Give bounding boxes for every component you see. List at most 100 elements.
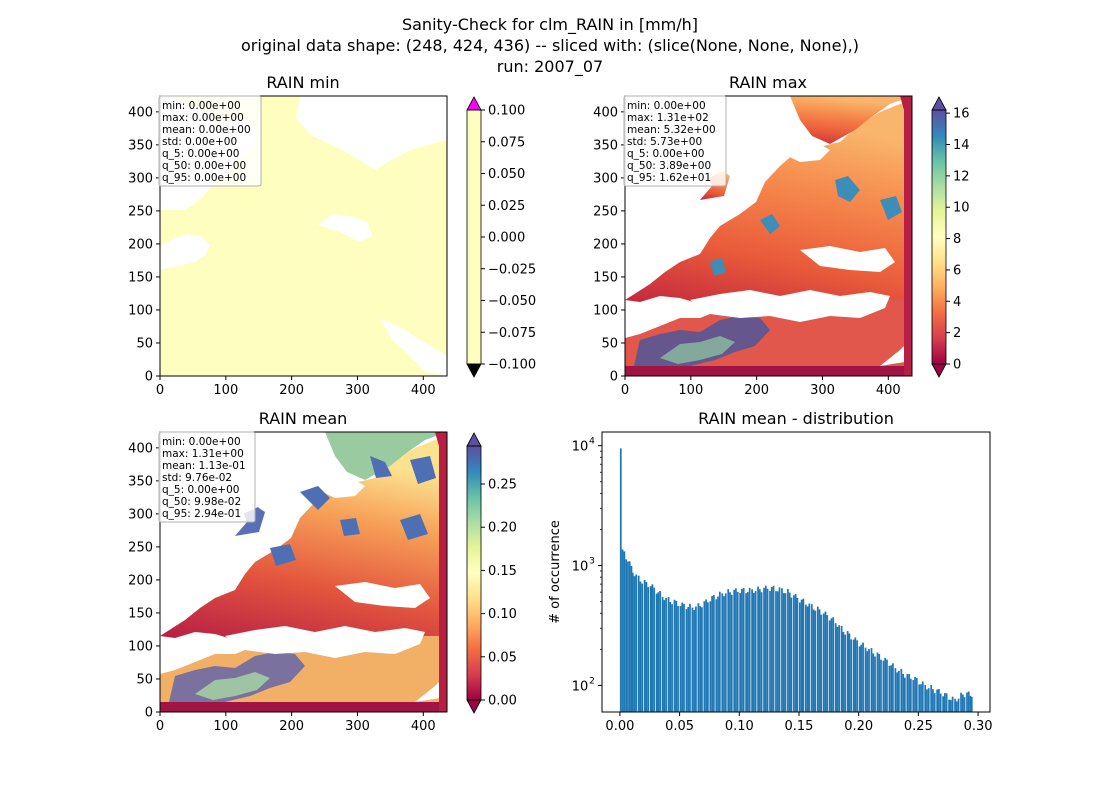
y-tick-label: 250 (593, 204, 618, 219)
histogram-bar (703, 601, 706, 712)
x-tick-label: 0.00 (605, 719, 634, 734)
histogram-bar (894, 668, 897, 712)
histogram-bar (939, 693, 942, 712)
histogram-bar (900, 668, 903, 712)
x-tick-label: 300 (345, 719, 370, 734)
histogram-bar (709, 601, 712, 712)
rain-mean-colorbar-ticks: 0.00 0.05 0.10 0.15 0.20 0.25 (481, 478, 517, 709)
colorbar-tick-label: 0.025 (488, 199, 525, 214)
histogram-bar (635, 574, 638, 712)
x-tick-label: 200 (279, 719, 304, 734)
rain-max-east-strip (900, 96, 912, 376)
rain-mean-scandinavia (295, 432, 447, 480)
colorbar-tick-label: −0.025 (488, 262, 536, 277)
histogram-bar (818, 609, 821, 712)
stats-line: q_50: 0.00e+00 (162, 160, 246, 172)
histogram-bar (647, 587, 650, 712)
y-tick-label: 150 (593, 270, 618, 285)
stats-line: min: 0.00e+00 (162, 100, 241, 112)
histogram-title: RAIN mean - distribution (698, 409, 894, 428)
histogram-bar (909, 678, 912, 712)
histogram-bar (677, 605, 679, 712)
histogram-bar (671, 604, 673, 712)
histogram-bar (784, 593, 787, 712)
histogram-bar (637, 575, 640, 712)
histogram-bar (693, 609, 696, 712)
histogram-bar (846, 631, 849, 712)
histogram-bar (812, 609, 815, 712)
colorbar-tick-label: 0.050 (488, 167, 525, 182)
stats-line: q_5: 0.00e+00 (162, 148, 239, 160)
y-tick-label: 200 (128, 237, 153, 252)
colorbar-tick-label: 0 (953, 358, 961, 373)
y-tick-label: 400 (128, 105, 153, 120)
stats-line: std: 9.76e-02 (162, 472, 232, 484)
histogram-bar (655, 593, 658, 712)
histogram-bar (724, 593, 727, 712)
rain-max-scandinavia (760, 96, 912, 144)
x-tick-label: 0.30 (964, 719, 993, 734)
x-tick-label: 400 (411, 383, 436, 398)
histogram-bar (685, 609, 688, 712)
histogram-bar (938, 689, 940, 712)
histogram-bar (695, 606, 697, 712)
histogram-bar (712, 595, 715, 712)
histogram-bar (649, 586, 652, 712)
histogram-bar (736, 591, 739, 712)
y-tick-label: 100 (128, 303, 153, 318)
panel-rain-max: RAIN max 0 100 200 300 400 05010015020025030… (593, 73, 969, 398)
panel-rain-mean: RAIN mean 0 100 200 300 400 0 50 100 150 200 250 3… (128, 409, 517, 734)
histogram-bar (824, 611, 827, 712)
histogram-bar (969, 695, 972, 712)
histogram-bar (687, 607, 690, 712)
histogram-bar (717, 596, 719, 712)
y-tick-label: 0 (145, 370, 153, 385)
histogram-bar (723, 596, 725, 712)
histogram-bar (814, 610, 817, 712)
histogram-bar (926, 689, 928, 712)
x-tick-label: 0 (156, 719, 164, 734)
y-tick-label: 250 (128, 540, 153, 555)
histogram-bar (754, 591, 757, 712)
y-tick-label: 10 (572, 679, 589, 694)
colorbar-tick-label: 0.25 (488, 478, 517, 493)
rain-mean-south-strip (160, 702, 447, 712)
histogram-bar (902, 673, 904, 712)
stats-line: q_95: 0.00e+00 (162, 172, 246, 184)
colorbar-tick-label: 0.10 (488, 607, 517, 622)
colorbar-tick-label: 4 (953, 295, 961, 310)
histogram-bar (834, 623, 837, 712)
stats-box-bg (623, 95, 727, 187)
histogram-x-axis: 0.00 0.05 0.10 0.15 0.20 0.25 0.30 (605, 712, 993, 734)
histogram-bar (699, 606, 702, 712)
y-tick-label: 50 (136, 672, 153, 687)
panel-rain-min-colorbar: −0.100 −0.075 −0.050 −0.025 0.000 0.025 0.050 0… (466, 96, 536, 378)
histogram-bar (796, 598, 799, 712)
histogram-bar (914, 677, 916, 712)
histogram-bar (963, 697, 966, 712)
histogram-bar (876, 652, 879, 712)
histogram-bar (769, 591, 771, 712)
histogram-bar (630, 566, 633, 712)
x-tick-label: 0 (621, 383, 629, 398)
panel-rain-max-map (625, 96, 912, 376)
rain-max-west-atlantic (625, 232, 666, 298)
stats-box-bg (158, 95, 262, 187)
stats-line: max: 1.31e+02 (627, 112, 709, 124)
histogram-bar (747, 592, 749, 712)
panel-rain-max-colorbar: 0 2 4 6 8 10 12 14 16 (931, 96, 970, 378)
rain-max-colorbar-extend-bottom (931, 363, 947, 378)
stats-line: min: 0.00e+00 (627, 100, 706, 112)
stats-line: q_5: 0.00e+00 (627, 148, 704, 160)
rain-max-sahara-green (660, 336, 735, 364)
histogram-bar (745, 593, 748, 712)
histogram-bar (800, 599, 803, 712)
histogram-bar (804, 604, 807, 712)
rain-mean-colorbar-extend-top (466, 432, 482, 447)
histogram-bars (619, 448, 973, 712)
histogram-bar (967, 691, 970, 712)
suptitle-line-1: Sanity-Check for clm_RAIN in [mm/h] (402, 15, 698, 35)
stats-line: min: 0.00e+00 (162, 436, 241, 448)
